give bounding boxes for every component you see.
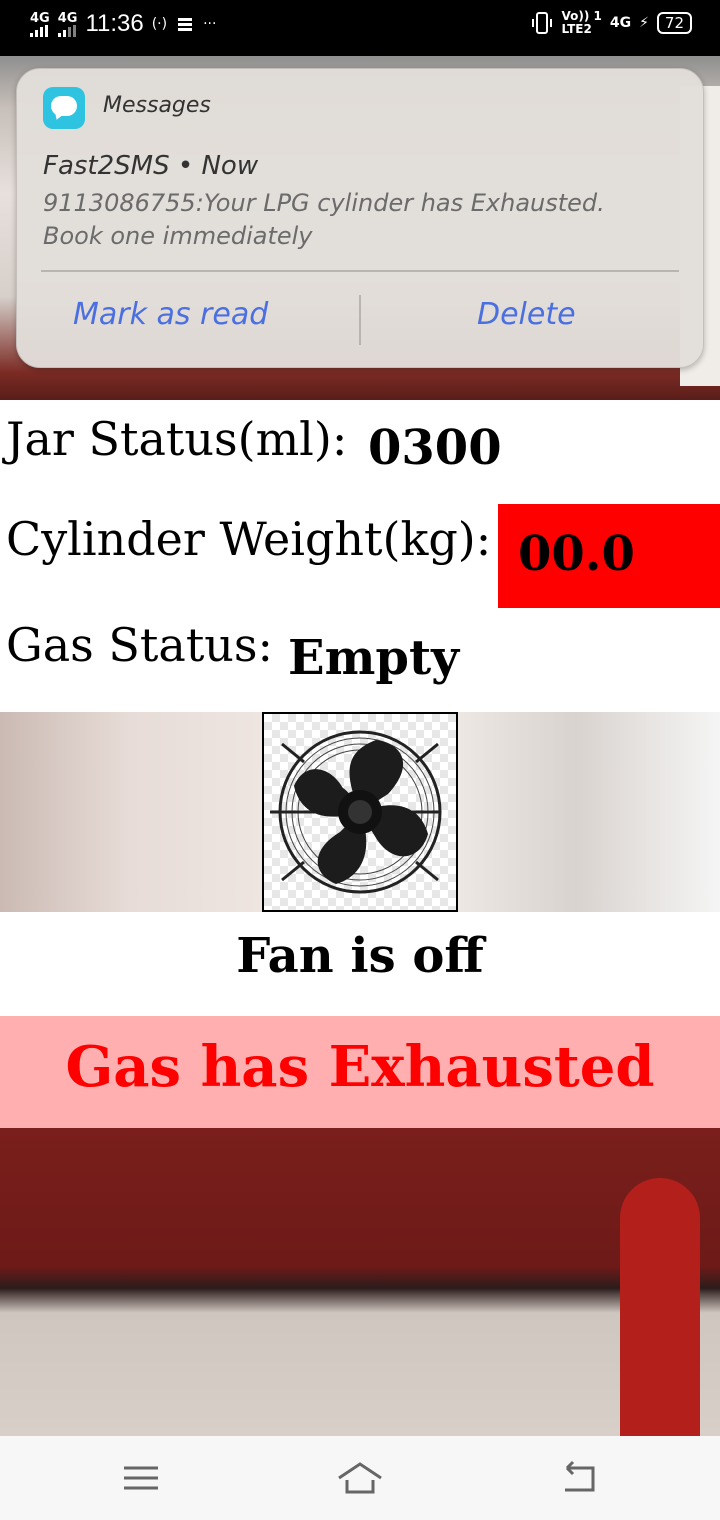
sim2-network: 4G (57, 10, 78, 26)
jar-status-value: 0300 (368, 420, 502, 476)
navigation-bar (0, 1436, 720, 1520)
signal-icon: 4G (30, 12, 50, 37)
back-button[interactable] (555, 1458, 605, 1498)
battery-icon: 72 (656, 12, 692, 34)
lte-label: LTE2 (561, 22, 592, 36)
notification-divider (41, 270, 679, 272)
status-right: Vo)) 1 LTE2 4G ⚡ 72 (531, 10, 692, 36)
gas-status-value: Empty (288, 630, 459, 686)
jar-status-label: Jar Status(ml): (6, 412, 348, 466)
status-left: 4G 4G 11:36 (·) ··· (30, 10, 216, 38)
menu-icon (124, 1466, 158, 1490)
home-button[interactable] (335, 1458, 385, 1498)
cylinder-weight-box (498, 504, 720, 608)
back-icon (565, 1460, 595, 1492)
background-photo-bottom (0, 1128, 720, 1436)
status-bar: 4G 4G 11:36 (·) ··· Vo)) 1 LTE2 4G ⚡ 72 (0, 0, 720, 56)
alert-banner (0, 1016, 720, 1128)
alert-message: Gas has Exhausted (65, 1034, 655, 1100)
fan-icon (270, 730, 442, 894)
fan-status-row (0, 912, 720, 1016)
action-separator (359, 295, 361, 345)
notification-body: 9113086755:Your LPG cylinder has Exhaust… (43, 189, 605, 250)
gas-status-label: Gas Status: (6, 618, 274, 672)
messages-app-icon (43, 87, 85, 129)
volte-label: Vo)) 1 (561, 9, 602, 23)
fan-status-text: Fan is off (236, 928, 484, 984)
fan-image (262, 712, 458, 912)
signal-icon-2: 4G (57, 10, 78, 37)
cylinder-weight-label: Cylinder Weight(kg): (6, 512, 492, 566)
more-indicator: ··· (203, 16, 217, 32)
wifi-hotspot-icon: (·) (151, 16, 168, 32)
delete-button[interactable]: Delete (477, 297, 576, 332)
notification-sender: Fast2SMS • Now (43, 151, 259, 181)
vibrate-icon (532, 12, 553, 34)
notification-app-name: Messages (103, 93, 211, 118)
volte-indicator: Vo)) 1 LTE2 (561, 10, 601, 36)
storage-icon (178, 18, 193, 31)
sms-notification[interactable]: Messages Fast2SMS • Now 9113086755:Your … (16, 68, 704, 368)
network-type: 4G (609, 15, 632, 31)
mark-as-read-button[interactable]: Mark as read (73, 297, 269, 332)
clock: 11:36 (85, 10, 144, 37)
cylinder-weight-value: 00.0 (518, 526, 635, 582)
menu-button[interactable] (116, 1458, 166, 1498)
home-icon (338, 1462, 382, 1494)
charging-icon: ⚡ (639, 15, 649, 31)
sim1-network: 4G (30, 10, 50, 26)
